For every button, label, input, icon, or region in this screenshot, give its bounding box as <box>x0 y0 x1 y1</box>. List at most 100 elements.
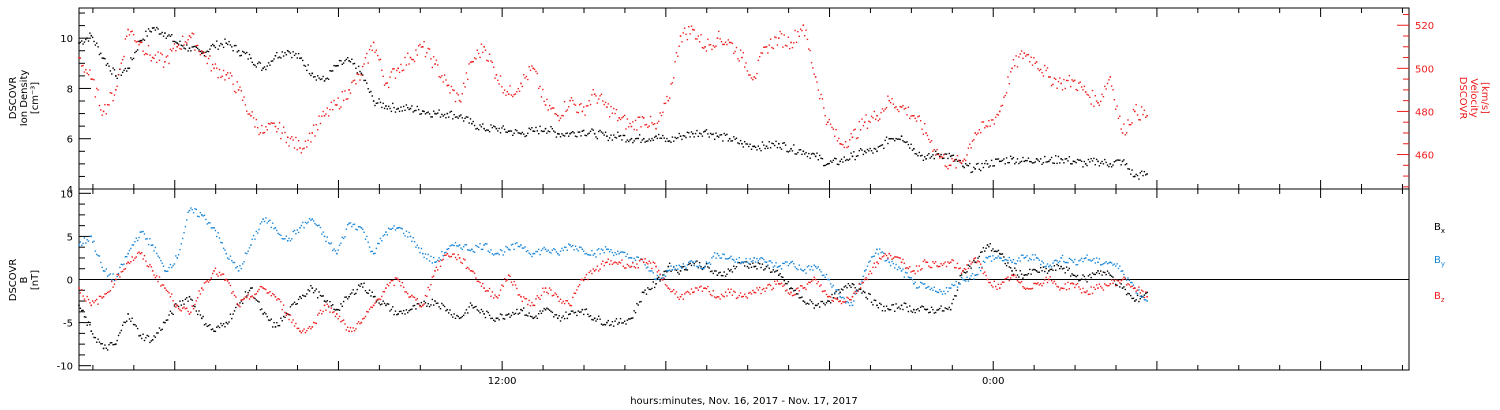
velocity-point <box>1004 94 1006 97</box>
ion-density-point <box>1128 168 1131 170</box>
ion-density-point <box>550 126 552 128</box>
bx-point <box>89 323 91 326</box>
ion-density-point <box>426 112 428 114</box>
bz-point <box>647 263 649 265</box>
bz-point <box>297 327 300 330</box>
by-point <box>557 252 559 255</box>
velocity-point <box>750 77 753 79</box>
bz-point <box>188 313 191 315</box>
by-point <box>256 232 259 234</box>
velocity-point <box>865 114 867 116</box>
ion-density-point <box>795 153 798 155</box>
by-point <box>813 264 815 266</box>
ion-density-point <box>203 55 206 57</box>
velocity-point <box>910 115 912 117</box>
bx-point <box>220 322 222 325</box>
bz-point <box>819 285 821 287</box>
bx-point <box>697 266 700 269</box>
by-point <box>81 244 83 247</box>
bz-point <box>858 283 860 285</box>
by-point <box>375 247 378 250</box>
velocity-point <box>660 114 663 117</box>
ion-density-point <box>345 58 348 61</box>
bz-point <box>842 301 844 303</box>
velocity-point <box>151 56 154 59</box>
velocity-point <box>413 60 416 63</box>
bz-point <box>587 278 589 281</box>
bz-point <box>173 303 176 306</box>
bz-point <box>628 264 630 267</box>
ion-density-point <box>969 162 971 165</box>
ion-density-point <box>700 133 702 135</box>
bz-point <box>143 254 146 257</box>
velocity-point <box>748 74 750 76</box>
bz-point <box>880 258 882 260</box>
velocity-point <box>134 40 136 42</box>
by-point <box>775 262 777 264</box>
bz-point <box>366 310 368 313</box>
bx-point <box>853 283 855 286</box>
by-point <box>877 253 880 255</box>
bz-point <box>919 269 922 271</box>
bx-point <box>1038 271 1041 273</box>
by-point <box>623 251 626 254</box>
velocity-point <box>109 91 112 94</box>
by-point <box>630 257 633 259</box>
velocity-point <box>1030 56 1032 59</box>
velocity-point <box>809 49 811 52</box>
by-point <box>521 247 524 249</box>
ion-density-point <box>1005 157 1008 159</box>
ion-density-point <box>353 62 356 65</box>
bx-point <box>186 297 188 299</box>
bz-point <box>964 268 967 271</box>
velocity-point <box>274 125 277 128</box>
velocity-point <box>203 51 206 54</box>
bz-point <box>292 319 294 321</box>
by-point <box>356 229 358 231</box>
bx-point <box>648 288 650 291</box>
velocity-point <box>704 45 706 48</box>
ion-density-point <box>272 60 274 62</box>
by-point <box>990 260 993 262</box>
bz-point <box>120 271 122 273</box>
bx-point <box>492 319 495 321</box>
ion-density-point <box>306 69 308 72</box>
by-point <box>945 287 948 289</box>
bz-point <box>829 296 832 298</box>
ion-density-point <box>475 128 477 130</box>
velocity-point <box>892 103 895 105</box>
ion-density-point <box>1094 163 1096 166</box>
by-point <box>998 257 1001 259</box>
by-point <box>742 261 745 263</box>
bz-point <box>712 290 715 292</box>
velocity-point <box>1000 105 1002 107</box>
velocity-point <box>398 71 401 74</box>
bz-point <box>285 314 288 317</box>
velocity-point <box>1091 89 1094 92</box>
ion-density-point <box>948 152 950 155</box>
bx-point <box>179 300 181 302</box>
bx-point <box>86 324 88 326</box>
bz-point <box>434 270 436 272</box>
by-point <box>145 238 147 240</box>
velocity-point <box>437 64 439 66</box>
bx-point <box>625 323 627 325</box>
ion-density-point <box>998 160 1001 163</box>
ion-density-point <box>127 67 129 70</box>
velocity-point <box>430 58 432 60</box>
by-point <box>312 220 315 222</box>
ion-density-point <box>366 82 368 84</box>
ion-density-point <box>1034 161 1036 163</box>
ion-density-point <box>538 133 540 135</box>
bx-point <box>1031 269 1034 271</box>
velocity-point <box>385 82 387 85</box>
bz-point <box>162 284 165 286</box>
by-point <box>783 262 785 265</box>
by-point <box>829 283 832 285</box>
bx-point <box>727 268 730 270</box>
bz-point <box>791 294 794 297</box>
bx-point <box>514 312 517 315</box>
ion-density-point <box>850 152 852 154</box>
bx-point <box>278 324 281 327</box>
velocity-point <box>568 106 570 108</box>
